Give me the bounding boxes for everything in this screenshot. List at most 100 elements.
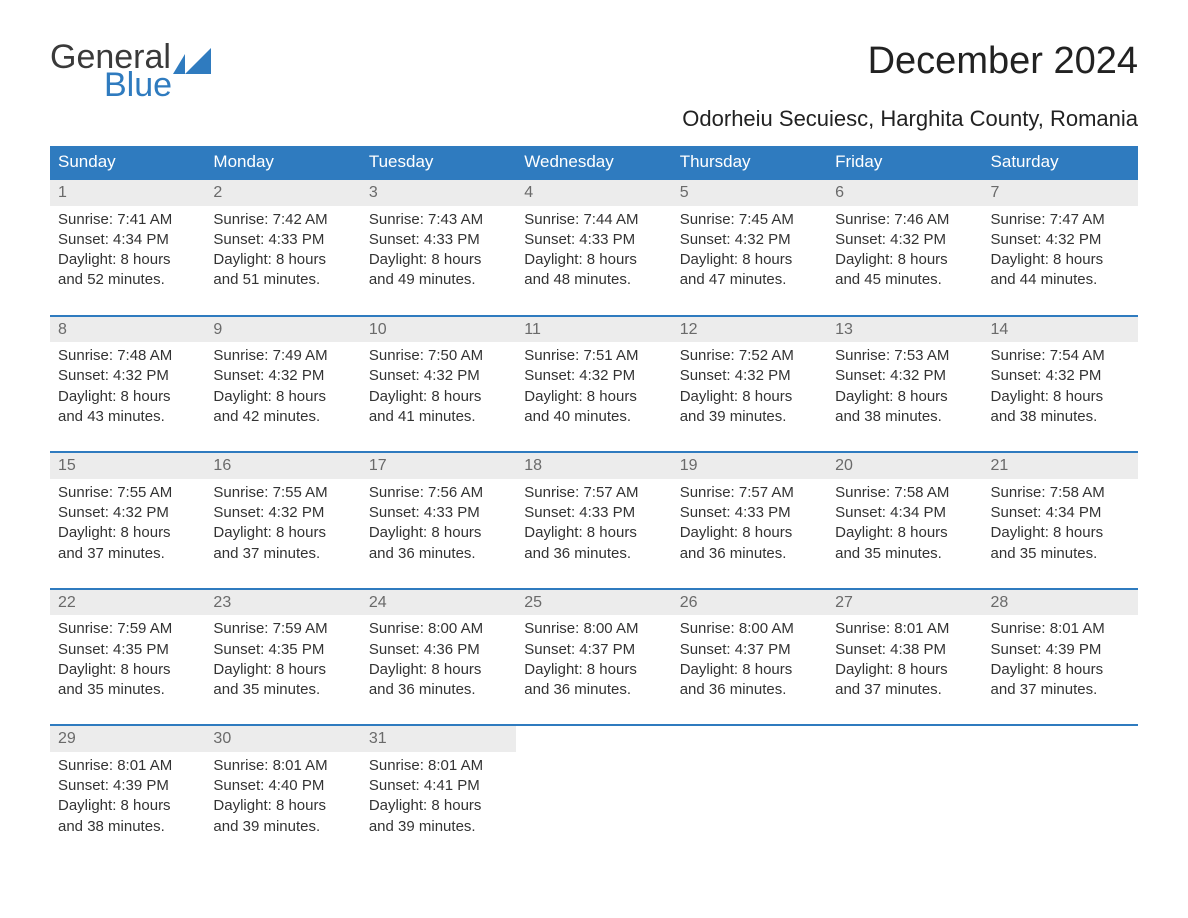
day-sunset: Sunset: 4:36 PM (369, 640, 508, 660)
day-body: Sunrise: 7:43 AMSunset: 4:33 PMDaylight:… (361, 206, 516, 291)
calendar-table: Sunday Monday Tuesday Wednesday Thursday… (50, 146, 1138, 861)
day-number: 26 (672, 590, 827, 616)
day-d2: and 38 minutes. (991, 407, 1130, 427)
day-d1: Daylight: 8 hours (835, 387, 974, 407)
day-d2: and 51 minutes. (213, 270, 352, 290)
day-sunset: Sunset: 4:32 PM (369, 366, 508, 386)
day-body: Sunrise: 7:53 AMSunset: 4:32 PMDaylight:… (827, 342, 982, 427)
day-sunset: Sunset: 4:35 PM (58, 640, 197, 660)
day-d1: Daylight: 8 hours (58, 523, 197, 543)
calendar-cell: 28Sunrise: 8:01 AMSunset: 4:39 PMDayligh… (983, 589, 1138, 726)
calendar-week-row: 15Sunrise: 7:55 AMSunset: 4:32 PMDayligh… (50, 452, 1138, 589)
calendar-cell: 20Sunrise: 7:58 AMSunset: 4:34 PMDayligh… (827, 452, 982, 589)
day-number: 25 (516, 590, 671, 616)
day-d1: Daylight: 8 hours (58, 796, 197, 816)
day-d1: Daylight: 8 hours (369, 250, 508, 270)
day-d1: Daylight: 8 hours (213, 523, 352, 543)
day-sunset: Sunset: 4:32 PM (524, 366, 663, 386)
calendar-week-row: 1Sunrise: 7:41 AMSunset: 4:34 PMDaylight… (50, 179, 1138, 316)
day-d2: and 37 minutes. (58, 544, 197, 564)
day-d2: and 37 minutes. (213, 544, 352, 564)
day-body: Sunrise: 7:55 AMSunset: 4:32 PMDaylight:… (50, 479, 205, 564)
day-sunset: Sunset: 4:33 PM (524, 503, 663, 523)
day-sunset: Sunset: 4:32 PM (680, 366, 819, 386)
calendar-cell: 22Sunrise: 7:59 AMSunset: 4:35 PMDayligh… (50, 589, 205, 726)
day-d1: Daylight: 8 hours (835, 523, 974, 543)
day-sunset: Sunset: 4:34 PM (991, 503, 1130, 523)
day-sunset: Sunset: 4:32 PM (835, 230, 974, 250)
day-body: Sunrise: 7:54 AMSunset: 4:32 PMDaylight:… (983, 342, 1138, 427)
day-body: Sunrise: 8:00 AMSunset: 4:37 PMDaylight:… (516, 615, 671, 700)
day-sunset: Sunset: 4:32 PM (991, 366, 1130, 386)
day-number: 10 (361, 317, 516, 343)
day-number: 3 (361, 180, 516, 206)
day-body: Sunrise: 7:42 AMSunset: 4:33 PMDaylight:… (205, 206, 360, 291)
calendar-cell: 24Sunrise: 8:00 AMSunset: 4:36 PMDayligh… (361, 589, 516, 726)
day-sunset: Sunset: 4:32 PM (213, 503, 352, 523)
day-sunset: Sunset: 4:32 PM (58, 503, 197, 523)
day-body: Sunrise: 8:01 AMSunset: 4:39 PMDaylight:… (50, 752, 205, 837)
day-number: 9 (205, 317, 360, 343)
day-d1: Daylight: 8 hours (369, 387, 508, 407)
day-number: 1 (50, 180, 205, 206)
calendar-cell: 11Sunrise: 7:51 AMSunset: 4:32 PMDayligh… (516, 316, 671, 453)
day-body: Sunrise: 8:01 AMSunset: 4:41 PMDaylight:… (361, 752, 516, 837)
day-d2: and 52 minutes. (58, 270, 197, 290)
day-d2: and 37 minutes. (991, 680, 1130, 700)
day-number: 16 (205, 453, 360, 479)
day-number: 7 (983, 180, 1138, 206)
calendar-cell: 26Sunrise: 8:00 AMSunset: 4:37 PMDayligh… (672, 589, 827, 726)
day-sunrise: Sunrise: 7:58 AM (835, 483, 974, 503)
day-d1: Daylight: 8 hours (680, 660, 819, 680)
calendar-cell: 27Sunrise: 8:01 AMSunset: 4:38 PMDayligh… (827, 589, 982, 726)
calendar-cell: 12Sunrise: 7:52 AMSunset: 4:32 PMDayligh… (672, 316, 827, 453)
day-d1: Daylight: 8 hours (991, 660, 1130, 680)
day-d2: and 49 minutes. (369, 270, 508, 290)
day-number: 30 (205, 726, 360, 752)
day-d1: Daylight: 8 hours (680, 387, 819, 407)
day-sunrise: Sunrise: 7:55 AM (213, 483, 352, 503)
day-number: 11 (516, 317, 671, 343)
day-body: Sunrise: 7:58 AMSunset: 4:34 PMDaylight:… (827, 479, 982, 564)
day-d1: Daylight: 8 hours (369, 796, 508, 816)
day-body: Sunrise: 7:48 AMSunset: 4:32 PMDaylight:… (50, 342, 205, 427)
day-number: 12 (672, 317, 827, 343)
day-sunrise: Sunrise: 7:54 AM (991, 346, 1130, 366)
day-body: Sunrise: 7:47 AMSunset: 4:32 PMDaylight:… (983, 206, 1138, 291)
day-number: 29 (50, 726, 205, 752)
day-sunrise: Sunrise: 7:43 AM (369, 210, 508, 230)
day-d2: and 39 minutes. (680, 407, 819, 427)
col-friday: Friday (827, 146, 982, 179)
day-sunrise: Sunrise: 7:57 AM (680, 483, 819, 503)
day-d1: Daylight: 8 hours (58, 387, 197, 407)
day-d1: Daylight: 8 hours (524, 660, 663, 680)
day-d1: Daylight: 8 hours (835, 250, 974, 270)
day-sunrise: Sunrise: 7:59 AM (58, 619, 197, 639)
day-d2: and 38 minutes. (835, 407, 974, 427)
day-number: 14 (983, 317, 1138, 343)
day-sunset: Sunset: 4:33 PM (524, 230, 663, 250)
calendar-cell: 17Sunrise: 7:56 AMSunset: 4:33 PMDayligh… (361, 452, 516, 589)
day-number: 31 (361, 726, 516, 752)
day-sunset: Sunset: 4:39 PM (991, 640, 1130, 660)
day-d1: Daylight: 8 hours (58, 250, 197, 270)
calendar-cell (516, 725, 671, 861)
day-number: 2 (205, 180, 360, 206)
day-number: 20 (827, 453, 982, 479)
calendar-cell: 21Sunrise: 7:58 AMSunset: 4:34 PMDayligh… (983, 452, 1138, 589)
day-d1: Daylight: 8 hours (991, 523, 1130, 543)
day-body: Sunrise: 8:01 AMSunset: 4:40 PMDaylight:… (205, 752, 360, 837)
calendar-cell: 8Sunrise: 7:48 AMSunset: 4:32 PMDaylight… (50, 316, 205, 453)
day-sunrise: Sunrise: 8:01 AM (58, 756, 197, 776)
calendar-cell: 3Sunrise: 7:43 AMSunset: 4:33 PMDaylight… (361, 179, 516, 316)
calendar-week-row: 22Sunrise: 7:59 AMSunset: 4:35 PMDayligh… (50, 589, 1138, 726)
day-d2: and 35 minutes. (991, 544, 1130, 564)
day-d2: and 36 minutes. (524, 544, 663, 564)
calendar-cell: 5Sunrise: 7:45 AMSunset: 4:32 PMDaylight… (672, 179, 827, 316)
day-sunset: Sunset: 4:34 PM (58, 230, 197, 250)
calendar-cell: 9Sunrise: 7:49 AMSunset: 4:32 PMDaylight… (205, 316, 360, 453)
day-sunrise: Sunrise: 7:51 AM (524, 346, 663, 366)
day-sunset: Sunset: 4:39 PM (58, 776, 197, 796)
day-body: Sunrise: 8:00 AMSunset: 4:37 PMDaylight:… (672, 615, 827, 700)
day-sunset: Sunset: 4:33 PM (213, 230, 352, 250)
